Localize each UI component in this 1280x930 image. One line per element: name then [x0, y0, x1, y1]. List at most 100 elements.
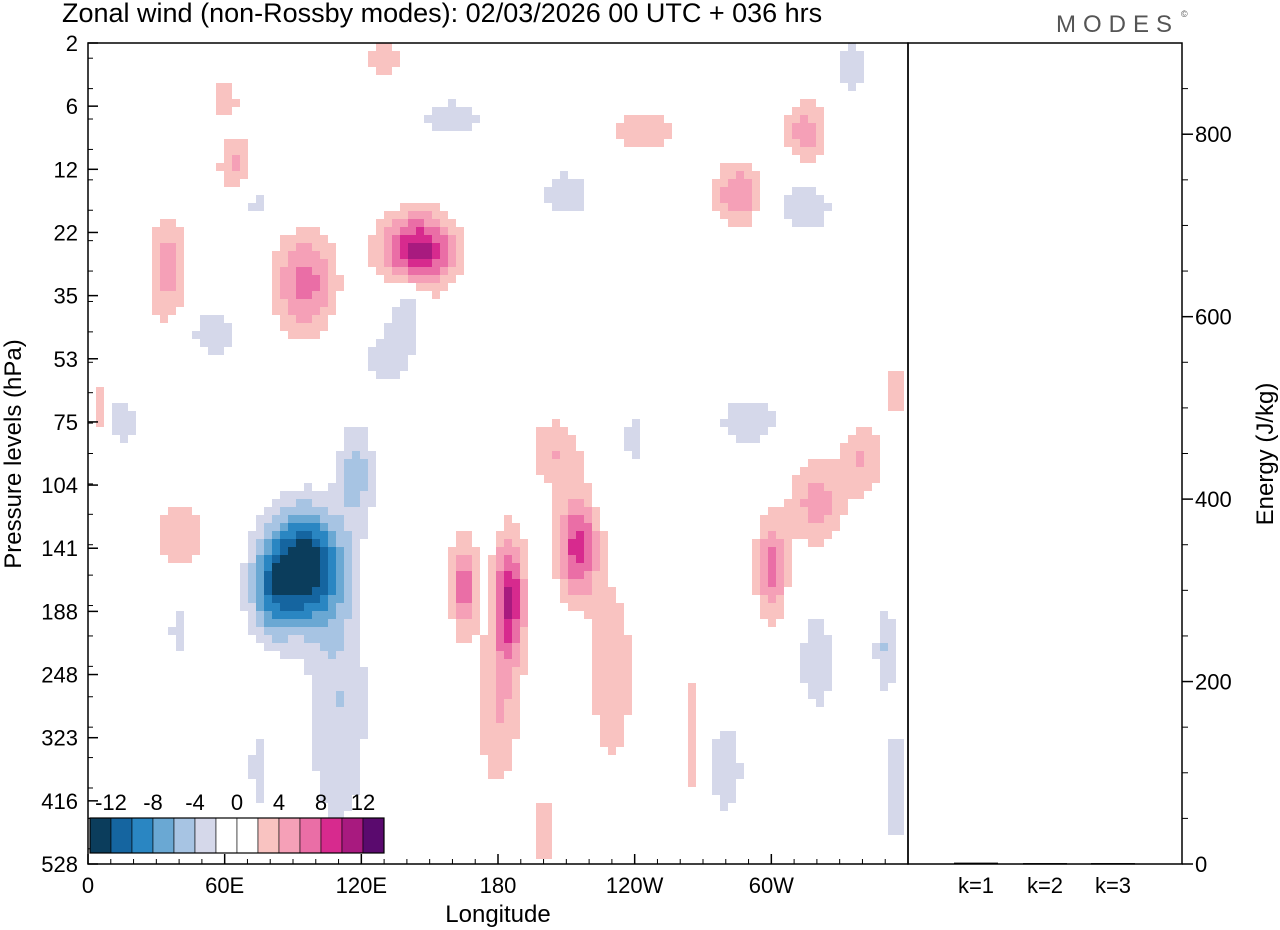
heat-cell [256, 771, 264, 779]
heat-cell [600, 587, 608, 595]
heat-cell [456, 627, 464, 635]
heat-cell [360, 667, 368, 675]
heat-cell [552, 443, 560, 451]
heat-cell [392, 59, 400, 67]
heat-cell [608, 739, 616, 747]
heat-cell [800, 475, 808, 483]
heat-cell [504, 755, 512, 763]
heat-cell [816, 675, 824, 683]
heat-cell [456, 619, 464, 627]
heat-cell [264, 515, 272, 523]
heat-cell [496, 683, 504, 691]
heat-cell [520, 627, 528, 635]
heat-cell [320, 715, 328, 723]
heat-cell [456, 259, 464, 267]
heat-cell [352, 611, 360, 619]
heat-cell [568, 579, 576, 587]
heat-cell [792, 123, 800, 131]
heat-cell [456, 547, 464, 555]
heat-cell [264, 643, 272, 651]
heat-cell [880, 651, 888, 659]
heat-cell [280, 579, 288, 587]
heat-cell [800, 155, 808, 163]
heat-cell [248, 539, 256, 547]
heat-cell [520, 579, 528, 587]
heat-cell [816, 627, 824, 635]
heat-cell [816, 147, 824, 155]
heat-cell [456, 579, 464, 587]
heat-cell [312, 307, 320, 315]
heat-cell [208, 315, 216, 323]
heat-cell [320, 619, 328, 627]
heat-cell [336, 555, 344, 563]
heat-cell [848, 435, 856, 443]
heat-cell [792, 499, 800, 507]
heat-cell [360, 467, 368, 475]
heat-cell [504, 627, 512, 635]
y-tick-label: 6 [66, 94, 78, 119]
heat-cell [360, 523, 368, 531]
heat-cell [736, 195, 744, 203]
heat-cell [888, 819, 896, 827]
heat-cell [320, 691, 328, 699]
heat-cell [552, 507, 560, 515]
heat-cell [440, 235, 448, 243]
heat-cell [744, 195, 752, 203]
heat-cell [296, 555, 304, 563]
heat-cell [264, 619, 272, 627]
heat-cell [312, 651, 320, 659]
heat-cell [168, 275, 176, 283]
heat-cell [496, 659, 504, 667]
heat-cell [520, 667, 528, 675]
heat-cell [152, 259, 160, 267]
heat-cell [752, 427, 760, 435]
heat-cell [384, 267, 392, 275]
heat-cell [368, 475, 376, 483]
heat-cell [624, 707, 632, 715]
heat-cell [744, 211, 752, 219]
heat-cell [800, 675, 808, 683]
heat-cell [472, 595, 480, 603]
heat-cell [336, 731, 344, 739]
heat-cell [888, 771, 896, 779]
heat-cell [504, 587, 512, 595]
heat-cell [352, 651, 360, 659]
heat-cell [840, 483, 848, 491]
heat-cell [352, 507, 360, 515]
heat-cell [808, 635, 816, 643]
heat-cell [896, 755, 904, 763]
heat-cell [256, 539, 264, 547]
heat-cell [568, 459, 576, 467]
heat-cell [312, 619, 320, 627]
heat-cell [352, 443, 360, 451]
heat-cell [168, 251, 176, 259]
heat-cell [800, 507, 808, 515]
heat-cell [296, 235, 304, 243]
heat-cell [832, 467, 840, 475]
heat-cell [800, 483, 808, 491]
heat-cell [848, 491, 856, 499]
heat-cell [464, 603, 472, 611]
heat-cell [344, 555, 352, 563]
heat-cell [592, 635, 600, 643]
heat-cell [328, 755, 336, 763]
heat-cell [360, 707, 368, 715]
heat-cell [824, 523, 832, 531]
colorbar-swatch [320, 817, 343, 854]
heat-cell [784, 507, 792, 515]
heat-cell [872, 651, 880, 659]
heat-cell [824, 491, 832, 499]
heat-cell [544, 803, 552, 811]
heat-cell [592, 507, 600, 515]
heat-cell [160, 291, 168, 299]
heat-cell [752, 411, 760, 419]
heat-cell [424, 243, 432, 251]
heat-cell [184, 539, 192, 547]
heat-cell [112, 411, 120, 419]
heat-cell [728, 195, 736, 203]
heat-cell [816, 643, 824, 651]
heat-cell [488, 739, 496, 747]
heat-cell [320, 779, 328, 787]
